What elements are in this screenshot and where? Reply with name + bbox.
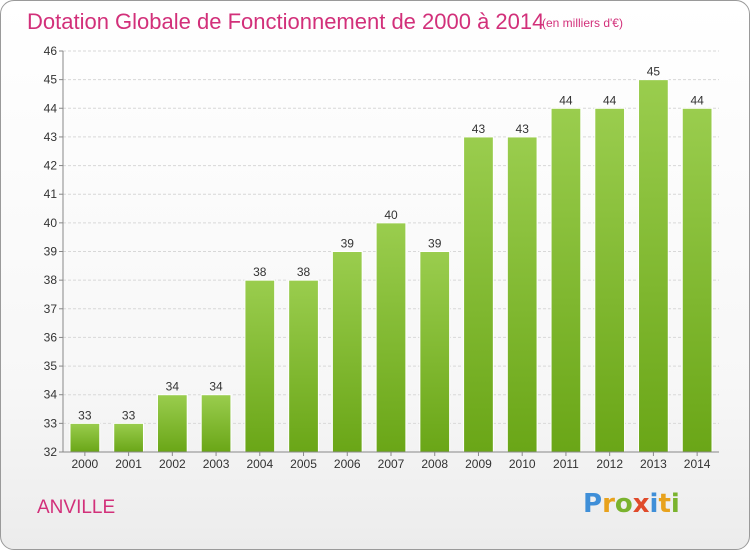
bar: [681, 107, 713, 453]
bar-value-label: 45: [647, 65, 661, 79]
y-tick-label: 32: [44, 445, 58, 459]
bar: [594, 107, 626, 453]
bar: [550, 107, 582, 453]
logo-letter: i: [649, 489, 659, 519]
y-tick-label: 36: [44, 330, 58, 344]
y-tick-label: 44: [44, 101, 58, 115]
logo-letter: r: [602, 489, 615, 519]
chart-title: Dotation Globale de Fonctionnement de 20…: [27, 9, 545, 34]
y-tick-label: 43: [44, 130, 58, 144]
bar-value-label: 34: [209, 380, 223, 394]
x-tick-label: 2008: [421, 457, 448, 471]
x-tick-label: 2005: [290, 457, 317, 471]
logo-letter: i: [670, 489, 680, 519]
x-tick-label: 2014: [684, 457, 711, 471]
x-tick-label: 2011: [553, 457, 579, 471]
bar-value-label: 33: [122, 408, 136, 422]
x-tick-label: 2010: [509, 457, 536, 471]
x-tick-label: 2002: [159, 457, 186, 471]
bar-value-label: 38: [297, 265, 311, 279]
y-tick-label: 38: [44, 273, 58, 287]
chart-subtitle: (en milliers d'€): [542, 16, 623, 30]
x-tick-label: 2004: [246, 457, 273, 471]
x-tick-label: 2013: [640, 457, 667, 471]
bar: [638, 79, 669, 453]
bar-value-label: 44: [690, 93, 704, 107]
logo-letter: t: [658, 489, 671, 519]
x-tick-label: 2006: [334, 457, 361, 471]
commune-name: ANVILLE: [37, 497, 116, 518]
x-tick-label: 2000: [72, 457, 99, 471]
bar: [375, 222, 407, 453]
bar: [69, 422, 101, 453]
bar: [244, 279, 276, 453]
logo-letter: o: [614, 489, 633, 519]
x-tick-label: 2003: [203, 457, 230, 471]
bar-value-label: 39: [341, 237, 355, 251]
y-tick-label: 40: [44, 216, 58, 230]
bar-value-label: 43: [516, 122, 530, 136]
y-tick-label: 33: [44, 416, 58, 430]
bar: [113, 422, 144, 453]
proxiti-logo: Proxiti: [583, 489, 680, 519]
bar-value-label: 44: [603, 93, 617, 107]
bar-value-label: 34: [166, 380, 180, 394]
y-tick-label: 37: [44, 302, 58, 316]
bar: [156, 394, 188, 453]
bar: [200, 394, 232, 453]
x-tick-label: 2007: [378, 457, 405, 471]
y-tick-label: 42: [44, 159, 58, 173]
bar: [419, 251, 451, 453]
y-tick-label: 41: [44, 187, 58, 201]
logo-letter: x: [632, 489, 650, 519]
y-tick-label: 39: [44, 245, 58, 259]
bar-value-label: 39: [428, 237, 442, 251]
bar: [463, 136, 494, 453]
bar-value-label: 38: [253, 265, 267, 279]
x-tick-label: 2001: [115, 457, 142, 471]
y-tick-label: 45: [44, 73, 58, 87]
y-tick-label: 46: [44, 44, 58, 58]
bar: [331, 251, 363, 453]
bar: [288, 279, 319, 453]
x-tick-label: 2009: [465, 457, 492, 471]
x-tick-label: 2012: [596, 457, 623, 471]
y-tick-label: 35: [44, 359, 58, 373]
y-tick-label: 34: [44, 388, 58, 402]
logo-letter: P: [583, 489, 603, 519]
bar-value-label: 43: [472, 122, 486, 136]
bar: [506, 136, 538, 453]
bar-value-label: 33: [78, 408, 92, 422]
bar-value-label: 40: [384, 208, 398, 222]
bar-value-label: 44: [559, 93, 573, 107]
